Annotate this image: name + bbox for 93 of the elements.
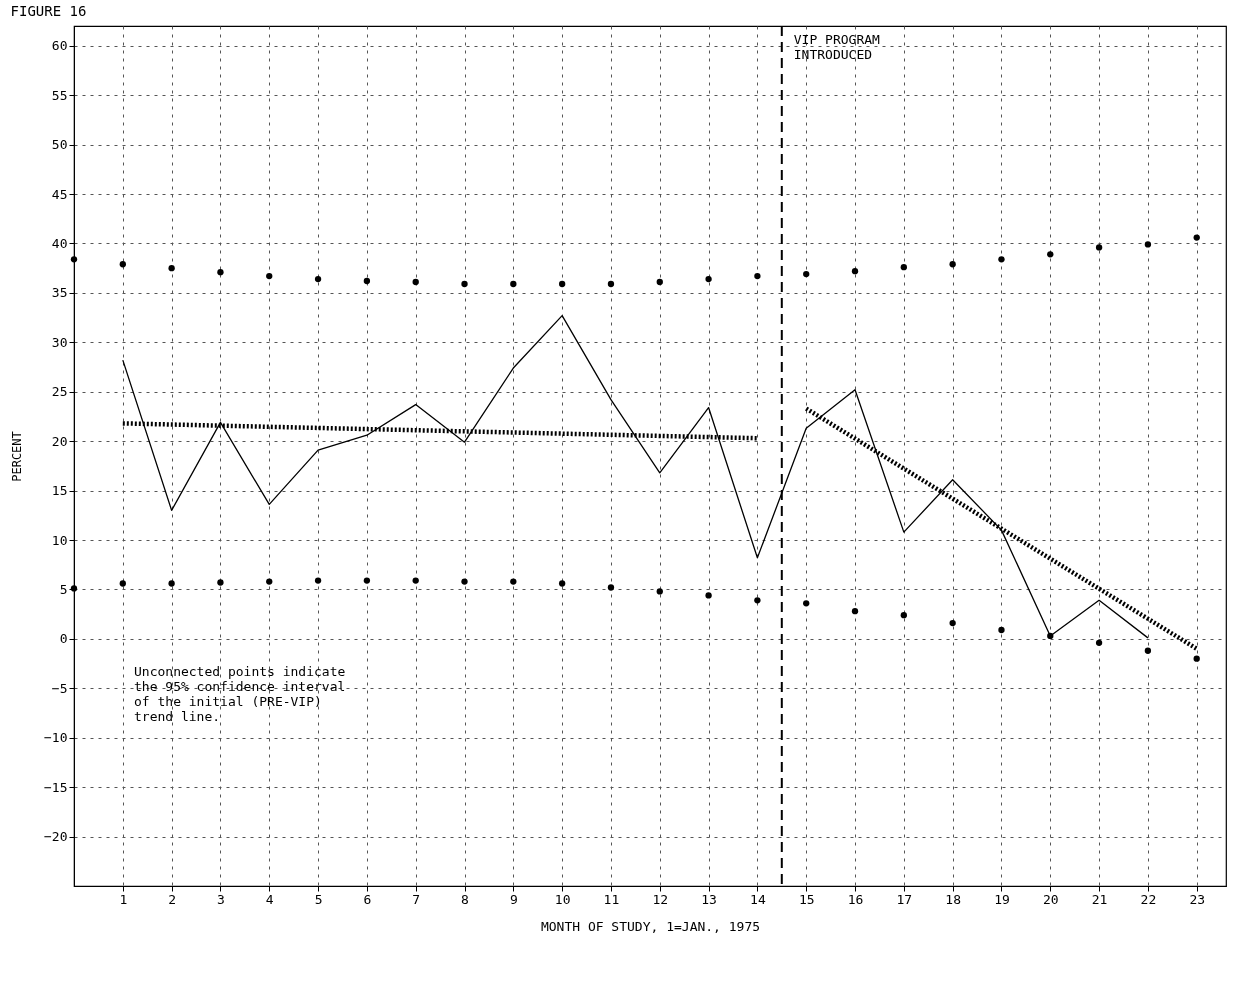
x-tick-label: 6 [363, 891, 372, 907]
point [998, 256, 1005, 263]
x-tick-label: 5 [314, 891, 323, 907]
point [1144, 241, 1152, 248]
y-tick-label: −20 [44, 829, 68, 845]
point [607, 280, 615, 288]
point [705, 592, 712, 599]
x-tick-label: 10 [554, 891, 571, 907]
x-tick-label: 13 [701, 891, 717, 907]
x-tick-label: 19 [994, 891, 1010, 907]
point [510, 280, 517, 288]
point [1144, 647, 1152, 654]
point [266, 578, 273, 585]
point [314, 275, 322, 283]
y-tick-label: 45 [51, 186, 68, 202]
x-tick-label: 8 [461, 891, 469, 907]
x-tick-label: 23 [1189, 891, 1206, 907]
point [217, 268, 224, 276]
point [363, 577, 371, 584]
y-axis-title: PERCENT [10, 431, 25, 482]
x-tick-label: 12 [652, 891, 669, 907]
y-tick-label: 10 [51, 532, 68, 548]
ref-line-label: VIP PROGRAM INTRODUCED [793, 32, 881, 62]
point [217, 579, 224, 586]
point [607, 584, 615, 591]
point [754, 597, 761, 604]
point [1095, 244, 1103, 251]
y-tick-label: −10 [44, 730, 68, 746]
x-tick-label: 15 [798, 891, 815, 907]
point [119, 261, 126, 268]
point [851, 608, 859, 615]
point [70, 585, 78, 592]
point [803, 270, 810, 278]
point [1193, 234, 1200, 241]
point [266, 272, 273, 280]
point [851, 267, 859, 275]
x-tick-label: 16 [847, 891, 864, 907]
x-tick-label: 3 [217, 891, 225, 907]
x-tick-label: 17 [896, 891, 913, 907]
y-tick-label: 0 [59, 631, 68, 647]
point [656, 588, 663, 595]
y-tick-label: 30 [51, 334, 68, 350]
x-tick-label: 9 [509, 891, 518, 907]
x-tick-label: 11 [603, 891, 620, 907]
point [705, 275, 712, 283]
x-tick-label: 4 [265, 891, 274, 907]
point [1193, 655, 1200, 662]
y-tick-label: 50 [51, 137, 68, 153]
point [900, 264, 907, 271]
point [363, 277, 371, 285]
point [949, 619, 956, 627]
annotation: Unconnected points indicate the 95% confidence interval of the initial (PRE-VIP) trend line. [134, 664, 346, 724]
point [168, 580, 175, 587]
point [1047, 632, 1054, 640]
x-axis-title: MONTH OF STUDY, 1=JAN., 1975 [540, 918, 761, 934]
point [949, 261, 956, 268]
x-tick-label: 18 [945, 891, 961, 907]
point [900, 611, 907, 619]
x-tick-label: 20 [1042, 891, 1059, 907]
y-tick-label: 60 [51, 38, 68, 54]
y-tick-label: −5 [51, 680, 68, 696]
point [1047, 251, 1054, 258]
point [558, 580, 566, 587]
x-tick-label: 7 [412, 891, 421, 907]
y-tick-label: −15 [44, 779, 68, 795]
point [461, 578, 468, 585]
y-tick-label: 15 [51, 483, 68, 499]
x-tick-label: 22 [1140, 891, 1157, 907]
x-tick-label: 2 [168, 891, 177, 907]
point [998, 626, 1005, 634]
chart-title: FIGURE 16 [10, 3, 87, 19]
point [558, 280, 566, 288]
y-tick-label: 25 [51, 384, 68, 400]
point [461, 280, 468, 288]
point [168, 265, 175, 272]
y-tick-label: 35 [51, 285, 68, 301]
y-tick-label: 5 [59, 581, 68, 597]
point [1095, 639, 1103, 646]
point [656, 278, 663, 286]
y-tick-label: 20 [51, 433, 68, 449]
point [803, 600, 810, 607]
point [314, 577, 322, 584]
x-tick-label: 1 [119, 891, 128, 907]
point [412, 577, 419, 584]
point [510, 578, 517, 585]
point [754, 272, 761, 280]
y-tick-label: 55 [51, 87, 68, 103]
point [119, 580, 126, 587]
x-tick-label: 14 [750, 891, 766, 907]
y-tick-label: 40 [51, 235, 68, 251]
x-tick-label: 21 [1091, 891, 1108, 907]
point [70, 256, 78, 263]
point [412, 278, 419, 286]
